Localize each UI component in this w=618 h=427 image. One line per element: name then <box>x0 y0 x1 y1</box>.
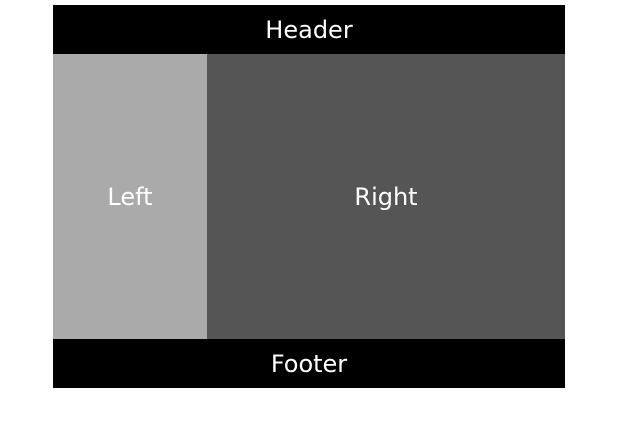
page-layout: Header Left Right Footer <box>53 5 565 388</box>
header-label: Header <box>265 15 353 44</box>
right-panel: Right <box>207 54 565 339</box>
content-row: Left Right <box>53 54 565 339</box>
header-bar: Header <box>53 5 565 54</box>
footer-label: Footer <box>270 349 348 378</box>
footer-bar: Footer <box>53 339 565 388</box>
left-panel: Left <box>53 54 207 339</box>
right-label: Right <box>354 182 418 211</box>
left-label: Left <box>107 182 153 211</box>
